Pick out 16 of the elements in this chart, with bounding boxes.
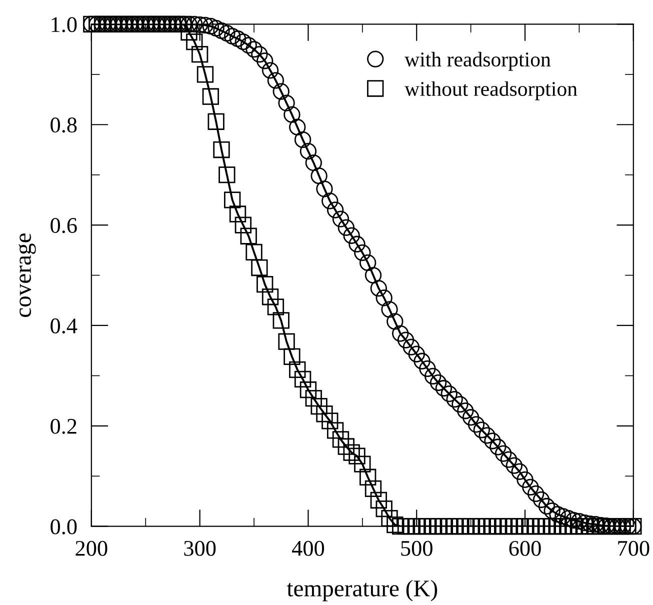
y-tick-label: 0.6 — [50, 218, 77, 234]
x-tick-label: 700 — [618, 540, 650, 556]
legend-label: without readsorption — [404, 81, 578, 100]
y-axis-title: coverage — [18, 233, 36, 317]
y-tick-label: 1.0 — [52, 17, 77, 32]
x-tick-label: 400 — [292, 540, 324, 556]
legend-label: with readsorption — [404, 52, 551, 71]
y-tick-label: 0.0 — [50, 519, 77, 534]
x-tick-label: 300 — [184, 540, 216, 556]
y-tick-label: 0.8 — [50, 118, 77, 133]
x-axis-title: temperature (K) — [286, 580, 438, 602]
x-tick-label: 500 — [401, 540, 432, 556]
x-tick-label: 600 — [509, 540, 541, 556]
y-tick-label: 0.2 — [50, 418, 76, 434]
y-tick-label: 0.4 — [50, 318, 78, 334]
x-tick-label: 200 — [76, 540, 108, 556]
